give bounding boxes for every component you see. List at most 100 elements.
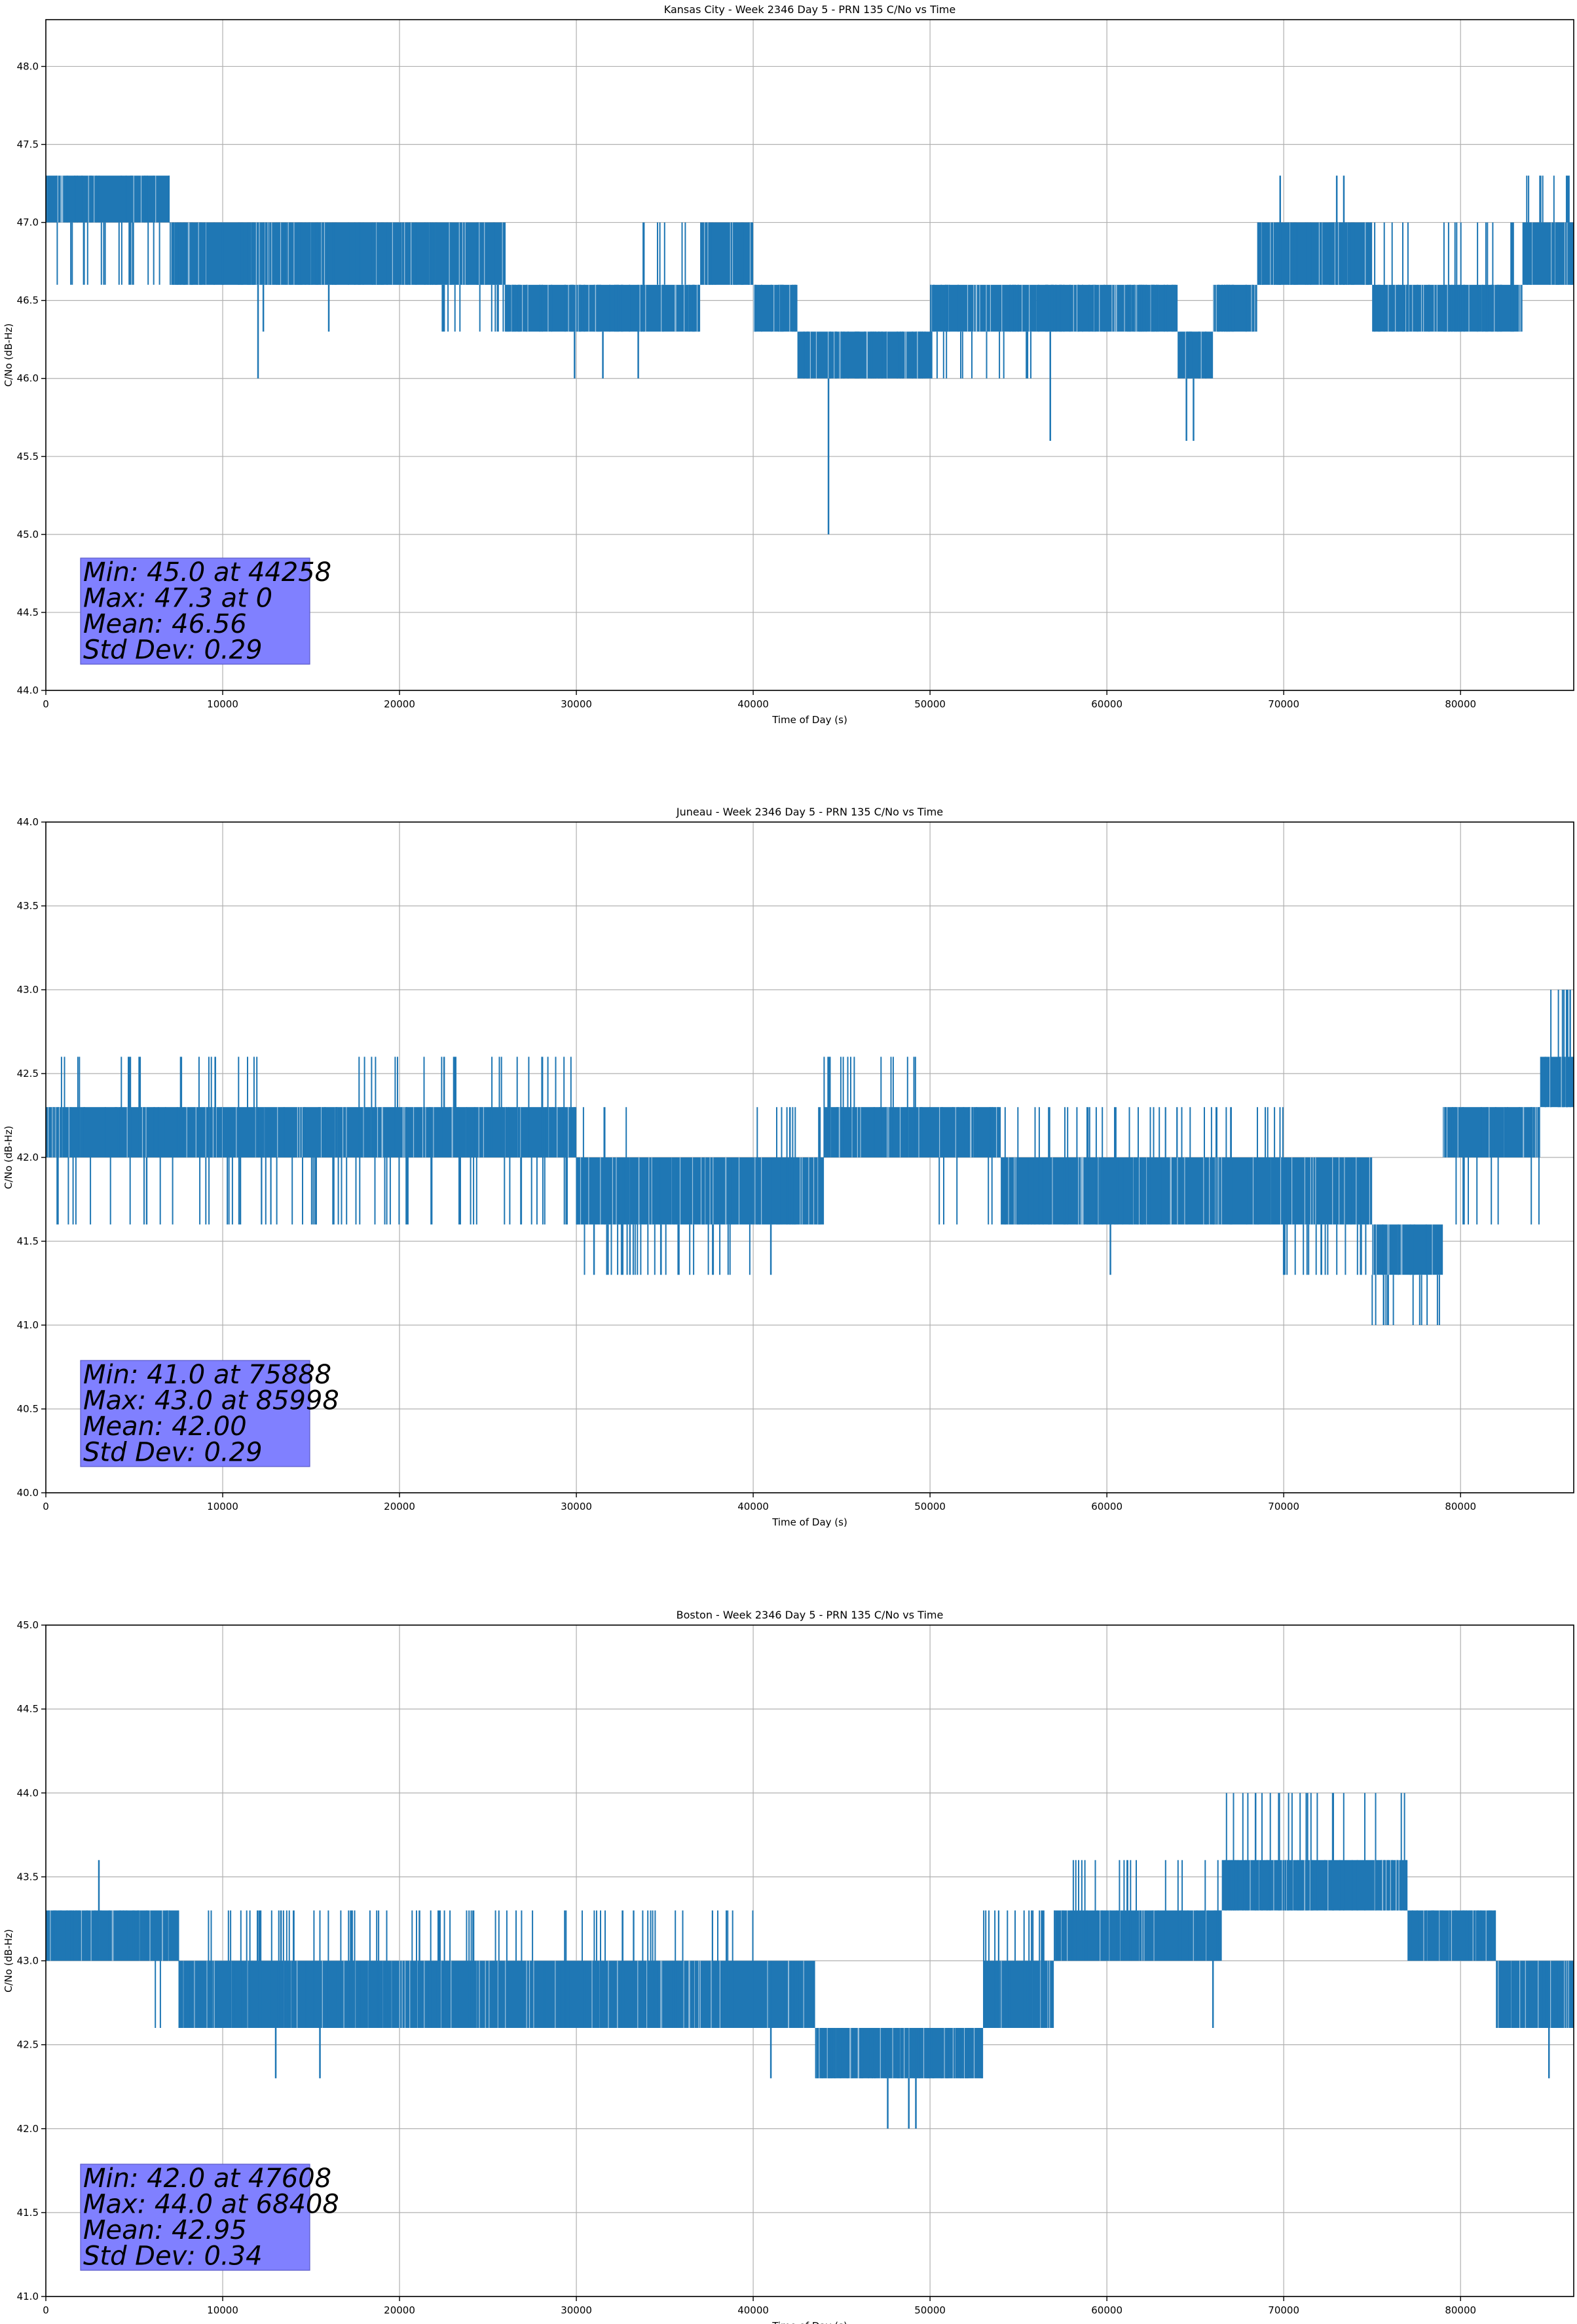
chart-3: 0 10000 20000 30000 40000 50000 60000 70000 8000… (3, 1609, 1574, 2324)
x-tick-label: 30000 (561, 698, 592, 710)
x-axis-label: Time of Day (s) (771, 2320, 847, 2324)
y-tick-label: 42.5 (17, 1068, 39, 1079)
data-flicker (1445, 1107, 1540, 1225)
stats-line: Mean: 42.00 (83, 1412, 247, 1442)
x-tick-label: 10000 (207, 2304, 238, 2316)
y-tick-label: 41.5 (17, 2207, 39, 2219)
data-band (1178, 331, 1214, 379)
y-axis-label: C/No (dB-Hz) (3, 324, 14, 387)
chart-2: 0 10000 20000 30000 40000 50000 60000 70000 8000… (3, 806, 1574, 1528)
stats-box-background (80, 557, 310, 665)
data-band (46, 1107, 259, 1157)
data-gaps (1291, 1157, 1370, 1225)
data-flicker (183, 1910, 754, 2028)
data-band (1284, 1157, 1373, 1225)
data-flicker (576, 1107, 628, 1275)
data-flicker (1526, 176, 1572, 285)
y-axis-label: C/No (dB-Hz) (3, 1126, 14, 1190)
stats-line: Min: 45.0 at 44258 (83, 557, 331, 588)
x-axis-label: Time of Day (s) (771, 1516, 847, 1528)
y-tick-label: 45.5 (17, 451, 39, 462)
x-tick-label: 20000 (384, 1501, 415, 1512)
data-flicker (754, 284, 796, 332)
data-band (46, 176, 170, 223)
x-tick-label: 0 (43, 1501, 49, 1512)
y-tick-label: 48.0 (17, 60, 39, 72)
y-tick-label: 46.5 (17, 295, 39, 307)
data-band (1496, 1960, 1574, 2028)
y-tick-label: 47.0 (17, 217, 39, 229)
data-flicker (506, 284, 623, 332)
x-tick-label: 80000 (1445, 2304, 1476, 2316)
x-tick-label: 40000 (737, 698, 769, 710)
data-flicker (52, 1057, 259, 1225)
y-tick-label: 40.5 (17, 1403, 39, 1415)
x-tick-label: 70000 (1268, 698, 1299, 710)
y-tick-label: 45.0 (17, 529, 39, 540)
y-tick-label: 44.0 (17, 684, 39, 696)
data-flicker (1037, 284, 1176, 332)
x-tick-label: 40000 (737, 2304, 769, 2316)
data-band (797, 331, 931, 379)
x-tick-label: 10000 (207, 698, 238, 710)
data-flicker (1411, 1910, 1496, 1961)
data-flicker (146, 1910, 179, 2028)
data-flicker (803, 331, 926, 379)
data-flicker (1500, 1960, 1572, 2028)
data-flicker (823, 1057, 931, 1157)
data-flicker (1141, 1107, 1284, 1225)
data-band (1001, 1157, 1143, 1225)
stats-line: Max: 43.0 at 85998 (83, 1386, 339, 1416)
y-tick-label: 42.5 (17, 2039, 39, 2051)
x-tick-label: 0 (43, 698, 49, 710)
stats-line: Std Dev: 0.29 (83, 635, 263, 665)
x-tick-label: 80000 (1445, 1501, 1476, 1512)
data-band (1372, 1224, 1443, 1275)
x-tick-label: 70000 (1268, 1501, 1299, 1512)
x-tick-label: 50000 (914, 2304, 946, 2316)
y-tick-label: 43.5 (17, 900, 39, 912)
data-band (506, 284, 630, 332)
x-tick-label: 80000 (1445, 698, 1476, 710)
x-tick-label: 30000 (561, 2304, 592, 2316)
y-tick-label: 43.5 (17, 1871, 39, 1883)
series-c-no (46, 176, 1574, 534)
x-tick-label: 60000 (1091, 698, 1122, 710)
y-tick-label: 43.0 (17, 984, 39, 996)
x-tick-label: 20000 (384, 698, 415, 710)
x-tick-label: 50000 (914, 698, 946, 710)
data-flicker (46, 176, 170, 285)
chart-title: Boston - Week 2346 Day 5 - PRN 135 C/No … (677, 1609, 944, 1621)
data-flicker (983, 1910, 1048, 2028)
data-band (178, 1960, 754, 2028)
data-band (1443, 1107, 1540, 1157)
data-flicker (173, 222, 434, 285)
y-tick-label: 44.0 (17, 816, 39, 828)
stats-line: Max: 44.0 at 68408 (83, 2190, 339, 2220)
stats-line: Mean: 42.95 (83, 2215, 247, 2245)
series-c-no (46, 990, 1574, 1325)
data-flicker (1186, 331, 1207, 379)
y-tick-label: 41.0 (17, 1319, 39, 1331)
x-tick-label: 0 (43, 2304, 49, 2316)
data-flicker (938, 1107, 999, 1225)
x-tick-label: 10000 (207, 1501, 238, 1512)
data-band (1213, 284, 1257, 332)
y-tick-label: 41.5 (17, 1235, 39, 1247)
y-tick-label: 40.0 (17, 1487, 39, 1499)
y-tick-label: 42.0 (17, 2123, 39, 2135)
y-tick-label: 41.0 (17, 2291, 39, 2302)
data-band (435, 222, 506, 285)
stats-line: Min: 41.0 at 75888 (83, 1360, 331, 1390)
data-gaps (767, 1960, 804, 2028)
y-tick-label: 44.5 (17, 1703, 39, 1715)
data-flicker (706, 222, 750, 285)
stats-line: Max: 47.3 at 0 (83, 584, 272, 614)
stats-box-background (80, 2164, 310, 2271)
data-flicker (1054, 1860, 1222, 1961)
data-flicker (756, 1107, 821, 1225)
stats-line: Mean: 46.56 (83, 609, 247, 639)
data-flicker (1284, 1157, 1369, 1275)
x-tick-label: 60000 (1091, 2304, 1122, 2316)
